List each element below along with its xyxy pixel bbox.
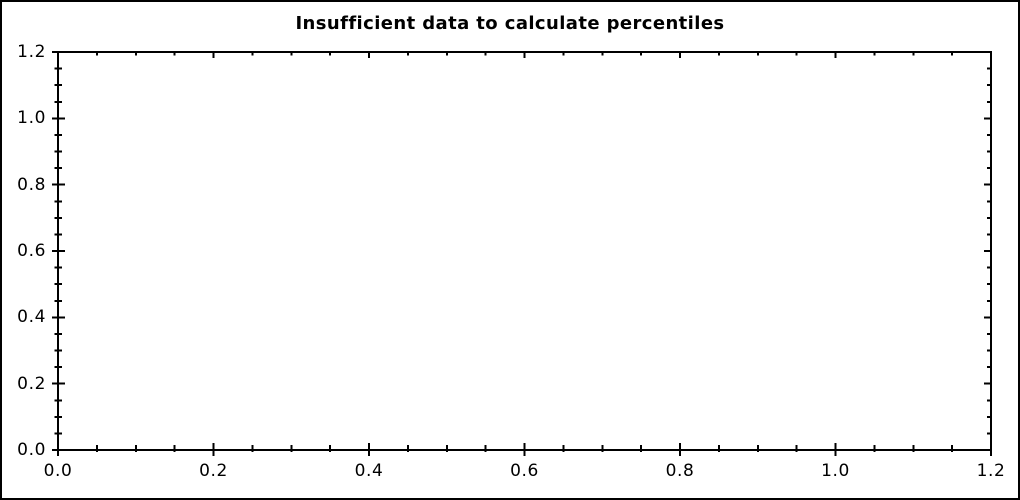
chart-title: Insufficient data to calculate percentil…	[295, 13, 725, 34]
x-axis-tick-label: 0.8	[665, 461, 695, 481]
y-axis-tick-label: 0.0	[17, 440, 46, 460]
x-axis-tick-label: 0.6	[510, 461, 539, 481]
x-axis-tick-label: 1.0	[821, 461, 850, 481]
x-axis-tick-label: 1.2	[976, 461, 1006, 481]
x-axis-tick-label: 0.4	[354, 461, 384, 481]
x-axis-tick-label: 0.2	[199, 461, 228, 481]
y-axis-tick-label: 0.6	[17, 241, 46, 261]
y-axis-tick-label: 1.2	[17, 42, 46, 62]
y-axis-tick-label: 0.8	[17, 174, 46, 195]
y-axis-tick-label: 1.0	[17, 108, 46, 129]
y-axis-tick-label: 0.2	[17, 373, 46, 394]
plot-border	[57, 51, 992, 451]
x-axis-tick-label: 0.0	[43, 461, 73, 481]
y-axis-tick-label: 0.4	[17, 307, 46, 328]
